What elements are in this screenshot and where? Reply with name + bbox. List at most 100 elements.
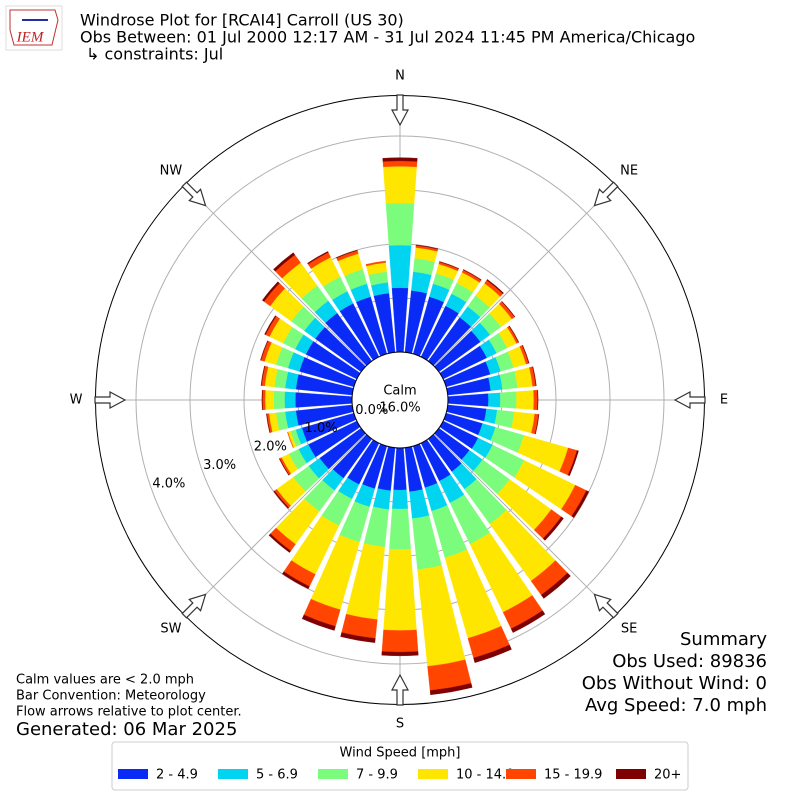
note-line: Flow arrows relative to plot center. (16, 705, 242, 720)
r-tick-label: 1.0% (305, 421, 338, 436)
bar-segment (266, 413, 271, 433)
bar-segment (282, 571, 310, 590)
compass-arrow (391, 94, 409, 127)
compass-arrow (181, 181, 207, 207)
bar-segment (295, 392, 353, 408)
compass-arrow (673, 391, 706, 409)
bar-segment (268, 533, 292, 553)
bar-segment (447, 393, 489, 407)
bar-segment (393, 447, 407, 491)
compass-label: SE (621, 622, 637, 637)
radial-grid-line (433, 433, 616, 616)
bar-segment (411, 271, 432, 294)
compass-arrow (593, 181, 619, 207)
compass-label: N (395, 69, 405, 84)
compass-arrow (181, 593, 207, 619)
bar-segment (278, 458, 290, 476)
chart-title: Windrose Plot for [RCAI4] Carroll (US 30… (80, 11, 404, 30)
bar-segment (301, 614, 336, 631)
bar-segment (392, 489, 408, 510)
bar-segment (488, 392, 501, 408)
bar-segment (511, 411, 535, 434)
bar-segment (516, 390, 535, 410)
calm-label: Calm (383, 384, 416, 399)
bar-segment (340, 632, 376, 643)
bar-segment (571, 490, 590, 518)
legend-swatch (616, 769, 646, 779)
r-tick-label: 0.0% (355, 403, 388, 418)
compass-arrow (593, 593, 619, 619)
bar-segment (510, 610, 546, 633)
bar-segment (521, 344, 530, 364)
bar-segment (264, 315, 277, 335)
legend-label: 7 - 9.9 (356, 768, 398, 783)
bar-segment (462, 269, 482, 281)
bar-segment (532, 366, 537, 387)
compass-arrow (391, 673, 409, 706)
radial-grid-line (433, 184, 616, 367)
bar-segment (262, 389, 266, 411)
bar-segment (409, 489, 430, 519)
note-line: Bar Convention: Meteorology (16, 689, 206, 704)
bar-segment (473, 644, 512, 663)
bar-segment (542, 516, 564, 541)
bar-segment (429, 683, 473, 695)
bar-segment (388, 244, 412, 289)
compass-label: S (396, 717, 404, 732)
bar-segment (486, 279, 504, 295)
bar-segment (381, 651, 419, 657)
bar-segment (261, 389, 263, 411)
bar-segment (372, 488, 391, 510)
r-tick-label: 4.0% (152, 477, 185, 492)
bar-segment (567, 450, 579, 477)
bar-segment (273, 490, 289, 509)
bar-segment (499, 371, 518, 390)
constraints: ↳ constraints: Jul (86, 45, 223, 64)
legend-label: 20+ (654, 768, 681, 783)
legend-box (111, 741, 689, 791)
summary-line: Avg Speed: 7.0 mph (585, 695, 767, 716)
chart-subtitle: Obs Between: 01 Jul 2000 12:17 AM - 31 J… (80, 28, 695, 47)
bar-segment (501, 300, 516, 318)
compass-label: E (720, 393, 728, 408)
legend-label: 10 - 14.9 (456, 768, 514, 783)
compass-label: NW (160, 163, 183, 178)
bar-segment (383, 166, 417, 204)
bar-segment (264, 390, 275, 410)
bar-segment (284, 391, 296, 409)
legend-swatch (506, 769, 536, 779)
bar-segment (287, 431, 294, 449)
bar-segment (273, 390, 285, 410)
compass-label: SW (160, 622, 181, 637)
bar-segment (307, 251, 329, 265)
legend-label: 15 - 19.9 (544, 768, 602, 783)
summary-line: Summary (680, 629, 767, 650)
bar-segment (382, 157, 418, 162)
radial-grid-line (184, 184, 367, 367)
bar-segment (508, 325, 520, 343)
bar-segment (381, 629, 419, 653)
grid-circle (135, 135, 665, 665)
bar-segment (391, 287, 409, 353)
calm-value-label: 16.0% (379, 401, 420, 416)
compass-arrow (94, 391, 127, 409)
bar-segment (273, 252, 296, 272)
bar-segment (415, 244, 439, 250)
bar-segment (336, 249, 358, 259)
bar-segment (389, 508, 411, 550)
legend-title: Wind Speed [mph] (340, 746, 461, 761)
bar-segment (382, 160, 418, 167)
bar-segment (540, 572, 571, 599)
bar-segment (385, 202, 415, 246)
legend-label: 5 - 6.9 (256, 768, 298, 783)
r-tick-label: 3.0% (203, 458, 236, 473)
compass-label: NE (620, 163, 638, 178)
calm-circle (351, 351, 449, 449)
legend-swatch (418, 769, 448, 779)
bar-segment (365, 260, 386, 267)
logo-text: IEM (16, 29, 45, 45)
bar-segment (260, 340, 269, 361)
bar-segment (494, 409, 515, 429)
bar-segment (383, 548, 417, 631)
